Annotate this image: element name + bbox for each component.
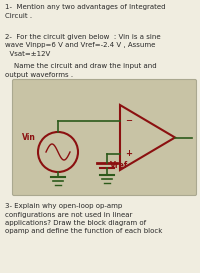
FancyBboxPatch shape [12,79,196,195]
Text: 3- Explain why open-loop op-amp
configurations are not used in linear
applicatio: 3- Explain why open-loop op-amp configur… [5,203,162,235]
Text: Vref: Vref [110,162,128,171]
Text: 2-  For the circuit given below  : Vin is a sine
wave Vinpp=6 V and Vref=-2.4 V : 2- For the circuit given below : Vin is … [5,34,161,57]
Text: 1-  Mention any two advantages of Integrated
Circuit .: 1- Mention any two advantages of Integra… [5,4,166,19]
Text: +: + [125,150,132,159]
Text: Name the circuit and draw the input and
output waveforms .: Name the circuit and draw the input and … [5,63,157,78]
Text: −: − [125,117,132,126]
Text: Vin: Vin [22,132,36,141]
